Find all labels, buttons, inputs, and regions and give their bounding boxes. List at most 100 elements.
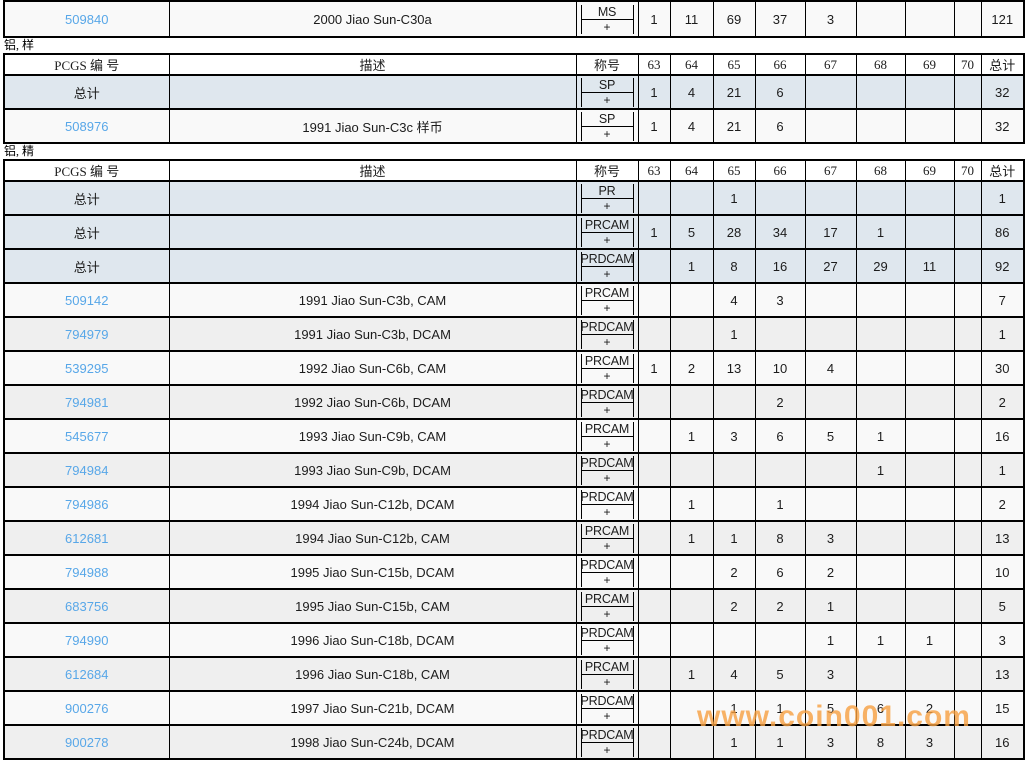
grade-68-count-cell: 1 [855, 452, 906, 488]
grade-63-count-cell: 1 [637, 74, 671, 110]
grade-70-count-cell [953, 418, 982, 454]
table-section-aluminum-specimen: PCGS 编 号描述 称号 63 64 65 66 67 68 69 70 总计 总计 SP +1 4 21 6… [0, 53, 1031, 144]
designation-box: PRDCAM + [580, 693, 634, 723]
designation-grade-label: SP [581, 112, 633, 127]
table-row: 539295 1992 Jiao Sun-C6b, CAM PRCAM +1 2 13 10… [3, 350, 1025, 386]
table-row: 794990 1996 Jiao Sun-C18b, DCAM PRDCAM +1 1 1… [3, 622, 1025, 658]
grade-65-count-cell: 2 [712, 588, 756, 624]
designation-cell: SP + [575, 74, 639, 110]
grade-66-count-cell: 1 [754, 486, 806, 522]
designation-cell: MS + [575, 0, 639, 38]
grade-64-count-cell: 4 [669, 74, 714, 110]
column-header-grade-64: 64 [669, 53, 714, 76]
designation-plus-label: + [603, 674, 611, 689]
pcgs-number-link[interactable]: 508976 [65, 118, 109, 134]
column-header-grade-67: 67 [804, 159, 857, 182]
pcgs-number-cell: 794986 [3, 486, 170, 522]
grade-69-count-cell [904, 350, 955, 386]
section-label-aluminum-proof: 铝, 精 [0, 144, 1031, 159]
grade-64-count-cell: 11 [669, 0, 714, 38]
pcgs-number-link[interactable]: 683756 [65, 598, 109, 614]
pcgs-number-link[interactable]: 900276 [65, 700, 109, 716]
grade-65-count-cell: 1 [712, 316, 756, 352]
row-total-cell: 3 [980, 622, 1025, 658]
grade-70-count-cell [953, 180, 982, 216]
pcgs-number-link[interactable]: 900278 [65, 734, 109, 750]
pcgs-number-link[interactable]: 509142 [65, 292, 109, 308]
grade-66-count-cell [754, 316, 806, 352]
coin-description-cell: 1995 Jiao Sun-C15b, DCAM [168, 554, 577, 590]
designation-plus-label: + [603, 126, 611, 141]
pcgs-number-link[interactable]: 509840 [65, 11, 109, 27]
grade-69-count-cell [904, 214, 955, 250]
designation-box: PRDCAM + [580, 319, 634, 349]
grade-67-count-cell [804, 74, 857, 110]
pcgs-number-cell: 509142 [3, 282, 170, 318]
designation-grade-label: PRCAM [581, 592, 633, 607]
designation-cell: PRCAM + [575, 520, 639, 556]
column-header-description: 描述 [168, 159, 577, 182]
grade-67-count-cell [804, 108, 857, 144]
pcgs-number-link[interactable]: 794981 [65, 394, 109, 410]
designation-grade-label: PRCAM [581, 660, 633, 675]
grade-69-count-cell: 1 [904, 622, 955, 658]
pcgs-number-cell: 900278 [3, 724, 170, 760]
grade-66-count-cell [754, 622, 806, 658]
total-label-cell: 总计 [3, 248, 170, 284]
grade-67-count-cell: 2 [804, 554, 857, 590]
designation-cell: PR + [575, 180, 639, 216]
column-header-grade-69: 69 [904, 159, 955, 182]
grade-63-count-cell: 1 [637, 350, 671, 386]
grade-63-count-cell: 1 [637, 108, 671, 144]
grade-70-count-cell [953, 0, 982, 38]
grade-65-count-cell: 13 [712, 350, 756, 386]
designation-grade-label: PRCAM [581, 354, 633, 369]
grade-70-count-cell [953, 588, 982, 624]
grade-64-count-cell [669, 690, 714, 726]
pcgs-number-cell: 900276 [3, 690, 170, 726]
pcgs-number-link[interactable]: 545677 [65, 428, 109, 444]
pcgs-number-link[interactable]: 539295 [65, 360, 109, 376]
pcgs-number-link[interactable]: 794990 [65, 632, 109, 648]
grade-68-count-cell [855, 656, 906, 692]
grade-69-count-cell [904, 0, 955, 38]
grade-64-count-cell: 1 [669, 486, 714, 522]
row-total-cell: 2 [980, 486, 1025, 522]
designation-plus-label: + [603, 504, 611, 519]
grade-65-count-cell: 1 [712, 180, 756, 216]
coin-description-cell: 1996 Jiao Sun-C18b, CAM [168, 656, 577, 692]
grade-64-count-cell: 1 [669, 656, 714, 692]
pcgs-number-link[interactable]: 612684 [65, 666, 109, 682]
pcgs-number-cell: 794988 [3, 554, 170, 590]
grade-67-count-cell [804, 180, 857, 216]
table-row: 794988 1995 Jiao Sun-C15b, DCAM PRDCAM +2 6 2… [3, 554, 1025, 590]
total-label: 总计 [73, 191, 100, 207]
grade-67-count-cell [804, 384, 857, 420]
designation-plus-label: + [603, 742, 611, 757]
grade-64-count-cell: 1 [669, 520, 714, 556]
grade-65-count-cell: 2 [712, 554, 756, 590]
column-header-grade-66: 66 [754, 159, 806, 182]
designation-plus-label: + [603, 572, 611, 587]
grade-66-count-cell: 3 [754, 282, 806, 318]
row-total-cell: 13 [980, 520, 1025, 556]
table-row: 509840 2000 Jiao Sun-C30a MS +1 11 69 37 3 121 [3, 0, 1025, 38]
pcgs-number-link[interactable]: 612681 [65, 530, 109, 546]
pcgs-number-link[interactable]: 794979 [65, 326, 109, 342]
grade-68-count-cell: 1 [855, 418, 906, 454]
pcgs-number-link[interactable]: 794984 [65, 462, 109, 478]
grade-70-count-cell [953, 690, 982, 726]
grade-64-count-cell [669, 554, 714, 590]
grade-68-count-cell [855, 0, 906, 38]
designation-grade-label: PRCAM [581, 524, 633, 539]
pcgs-number-link[interactable]: 794986 [65, 496, 109, 512]
grade-65-count-cell: 21 [712, 108, 756, 144]
designation-box: PRCAM + [580, 353, 634, 383]
total-label-cell: 总计 [3, 180, 170, 216]
coin-description-cell [168, 214, 577, 250]
designation-box: PRCAM + [580, 591, 634, 621]
pcgs-number-link[interactable]: 794988 [65, 564, 109, 580]
grade-66-count-cell [754, 180, 806, 216]
column-header-grade-65: 65 [712, 159, 756, 182]
table-row: 612681 1994 Jiao Sun-C12b, CAM PRCAM +1 1 8 3 1… [3, 520, 1025, 556]
